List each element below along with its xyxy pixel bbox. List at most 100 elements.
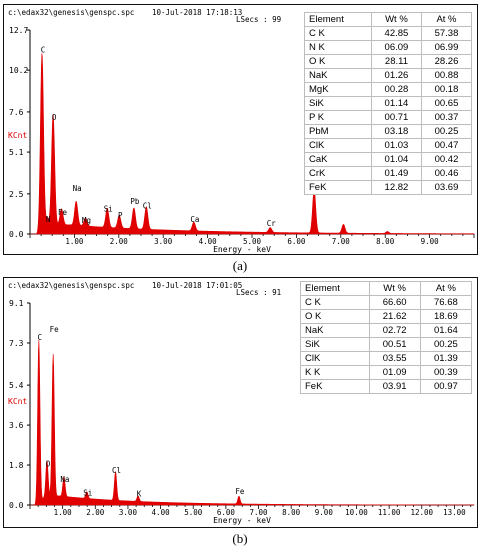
table-row: O K 21.62 18.69 — [300, 309, 473, 324]
at-percent-cell: 00.47 — [420, 138, 473, 153]
y-tick-label: 2.5 — [9, 190, 24, 199]
spectrum-header-a: c:\edax32\genesis\genspc.spc 10-Jul-2018… — [4, 5, 477, 27]
table-row: MgK 00.28 00.18 — [304, 82, 473, 97]
table-row: SiK 00.51 00.25 — [300, 337, 473, 352]
x-tick-label: 8.00 — [376, 237, 395, 246]
x-tick-label: 6.00 — [287, 237, 306, 246]
x-tick-label: 12.00 — [410, 508, 433, 517]
x-axis-label: Energy - keV — [213, 245, 271, 254]
eds-spectrum-plot-b: 9.1 7.3 5.4 3.6 1.8 0.0 KCnt 1.00 2.00 3.00 4.00 5.… — [8, 299, 475, 525]
wt-percent-cell: 00.51 — [368, 337, 421, 352]
table-row: NaK 01.26 00.88 — [304, 68, 473, 83]
column-header: Wt % — [368, 281, 421, 296]
peak-label: Ca — [190, 215, 199, 224]
acquisition-datetime: 10-Jul-2018 17:18:13 — [152, 8, 243, 17]
at-percent-cell: 00.25 — [420, 124, 473, 139]
element-cell: NaK — [304, 68, 372, 83]
peak-label: Si — [83, 488, 92, 497]
peak-label: O — [52, 113, 57, 122]
x-tick-label: 1.00 — [54, 508, 73, 517]
element-cell: P K — [304, 110, 372, 125]
column-header: Element — [304, 12, 372, 27]
column-header: Wt % — [370, 12, 422, 27]
y-tick-label: 12.7 — [9, 26, 28, 35]
x-tick-label: 5.00 — [184, 508, 203, 517]
table-row: CrK 01.49 00.46 — [304, 166, 473, 181]
peak-label: Cl — [112, 466, 121, 475]
at-percent-cell: 00.88 — [420, 68, 473, 83]
y-axis-label: KCnt — [8, 397, 27, 406]
peak-label: Si — [104, 205, 113, 214]
table-row: PbM 03.18 00.25 — [304, 124, 473, 139]
table-row: O K 28.11 28.26 — [304, 54, 473, 69]
y-tick-label: 7.6 — [9, 108, 24, 117]
at-percent-cell: 76.68 — [419, 295, 473, 310]
live-seconds: LSecs : 99 — [236, 15, 282, 24]
wt-percent-cell: 01.26 — [370, 68, 422, 83]
wt-percent-cell: 00.71 — [370, 110, 422, 125]
wt-percent-cell: 01.04 — [370, 152, 422, 167]
table-row: FeK 12.82 03.69 — [304, 180, 473, 195]
wt-percent-cell: 00.28 — [370, 82, 422, 97]
live-seconds: LSecs : 91 — [236, 288, 282, 297]
file-path: c:\edax32\genesis\genspc.spc — [8, 8, 135, 17]
wt-percent-cell: 01.09 — [368, 365, 421, 380]
at-percent-cell: 01.39 — [419, 351, 473, 366]
x-tick-label: 7.00 — [332, 237, 351, 246]
y-tick-label: 1.8 — [9, 461, 24, 470]
wt-percent-cell: 03.18 — [370, 124, 422, 139]
y-axis-label: KCnt — [8, 131, 27, 140]
wt-percent-cell: 28.11 — [370, 54, 422, 69]
x-tick-label: 3.00 — [154, 237, 173, 246]
table-row: NaK 02.72 01.64 — [300, 323, 473, 338]
peak-label: Fe — [235, 487, 245, 496]
x-tick-label: 8.00 — [282, 508, 301, 517]
wt-percent-cell: 03.55 — [368, 351, 421, 366]
spectrum-trace — [30, 53, 475, 235]
column-header: Element — [300, 281, 370, 296]
figure-caption-a: (a) — [232, 258, 248, 273]
peak-label: Cr — [267, 219, 277, 228]
element-cell: NaK — [300, 323, 370, 338]
table-row: P K 00.71 00.37 — [304, 110, 473, 125]
element-cell: CrK — [304, 166, 372, 181]
element-cell: FeK — [304, 180, 372, 195]
at-percent-cell: 00.42 — [420, 152, 473, 167]
element-cell: C K — [300, 295, 370, 310]
x-tick-label: 4.00 — [152, 508, 171, 517]
peak-label: K — [137, 489, 142, 498]
at-percent-cell: 00.37 — [420, 110, 473, 125]
element-cell: SiK — [300, 337, 370, 352]
x-tick-label: 5.00 — [243, 237, 262, 246]
wt-percent-cell: 12.82 — [370, 180, 422, 195]
wt-percent-cell: 03.91 — [368, 379, 421, 394]
x-tick-label: 3.00 — [119, 508, 138, 517]
x-tick-label: 2.00 — [86, 508, 105, 517]
peak-label: Na — [73, 184, 82, 193]
at-percent-cell: 57.38 — [420, 26, 473, 41]
wt-percent-cell: 21.62 — [368, 309, 421, 324]
table-header-row: Element Wt % At % — [300, 281, 473, 296]
peak-label: Na — [60, 475, 69, 484]
at-percent-cell: 01.64 — [419, 323, 473, 338]
table-header-row: Element Wt % At % — [304, 12, 473, 27]
element-cell: O K — [300, 309, 370, 324]
at-percent-cell: 00.97 — [419, 379, 473, 394]
y-tick-label: 5.4 — [9, 381, 24, 390]
x-tick-label: 1.00 — [65, 237, 84, 246]
peak-label: C — [38, 333, 43, 342]
element-cell: MgK — [304, 82, 372, 97]
table-row: CaK 01.04 00.42 — [304, 152, 473, 167]
element-cell: ClK — [304, 138, 372, 153]
element-cell: N K — [304, 40, 372, 55]
at-percent-cell: 00.65 — [420, 96, 473, 111]
spectrum-header-b: c:\edax32\genesis\genspc.spc 10-Jul-2018… — [4, 278, 477, 300]
composition-table-a: Element Wt % At % C K 42.85 57.38 N K 06.09 06.9… — [304, 12, 473, 195]
wt-percent-cell: 66.60 — [368, 295, 421, 310]
peak-label: Mg — [82, 216, 91, 225]
at-percent-cell: 00.18 — [420, 82, 473, 97]
x-tick-label: 7.00 — [249, 508, 268, 517]
element-cell: ClK — [300, 351, 370, 366]
peak-label: C — [41, 46, 46, 55]
wt-percent-cell: 06.09 — [370, 40, 422, 55]
